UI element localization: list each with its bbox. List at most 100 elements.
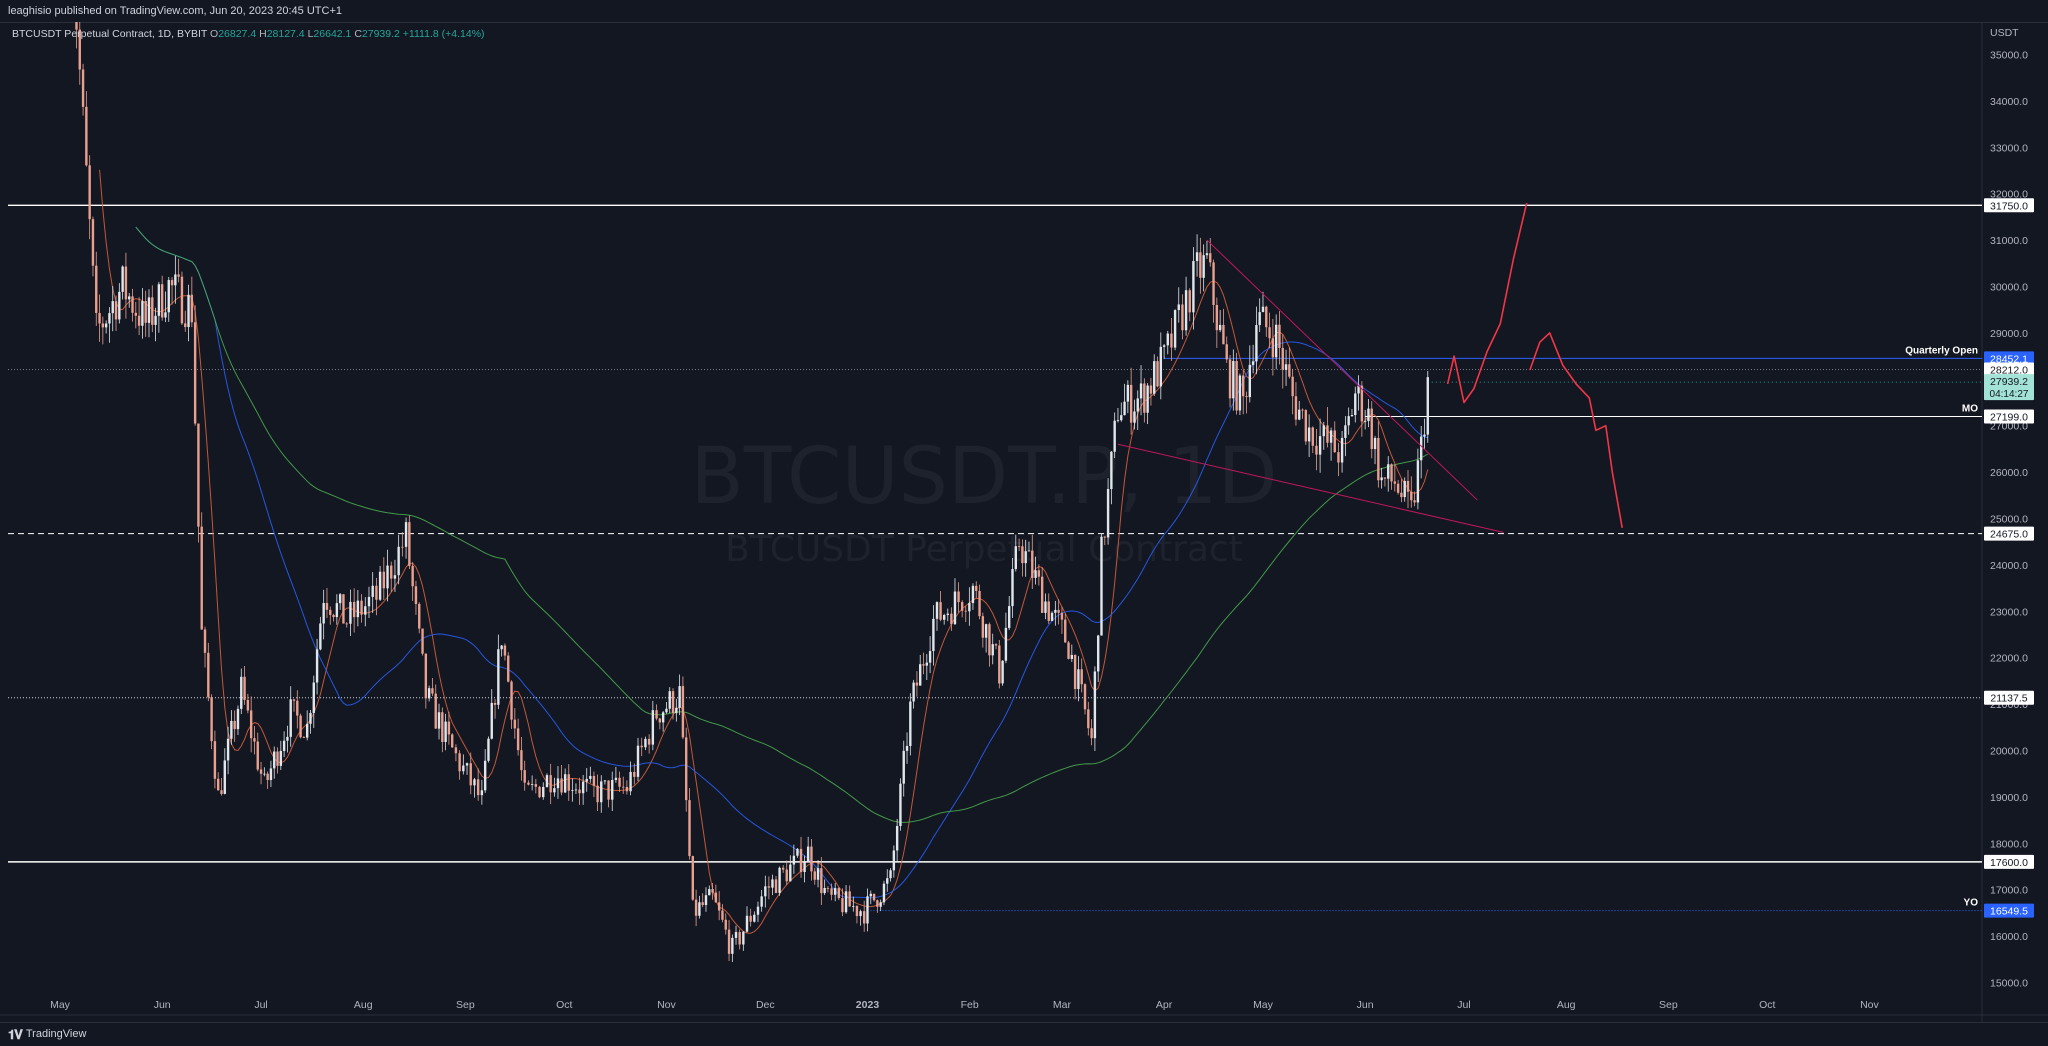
- candle-body: [364, 606, 367, 615]
- x-tick-label: Apr: [1156, 999, 1173, 1011]
- candle-body: [542, 786, 545, 798]
- candle-body: [886, 878, 889, 884]
- candle-body: [487, 738, 490, 761]
- candle-body: [1347, 416, 1350, 426]
- candle-body: [899, 783, 902, 826]
- candle-body: [1034, 570, 1037, 578]
- y-tick-label: 31000.0: [1990, 235, 2028, 247]
- x-tick-label: Feb: [961, 999, 979, 1011]
- candle-body: [767, 886, 771, 888]
- wedge-upper-line[interactable]: [1206, 239, 1478, 501]
- candle-body: [1274, 324, 1278, 358]
- candle-body: [1232, 360, 1235, 399]
- y-tick-label: 17000.0: [1990, 885, 2028, 897]
- candle-body: [932, 618, 935, 652]
- candle-body: [444, 721, 447, 742]
- chart-area[interactable]: BTCUSDT.P, 1D BTCUSDT Perpetual Contract…: [0, 22, 2048, 1022]
- candle-body: [1301, 409, 1304, 411]
- candle-body: [141, 301, 144, 326]
- candle-body: [203, 629, 207, 653]
- candle-body: [714, 892, 718, 903]
- candle-body: [1037, 570, 1041, 577]
- candle-body: [246, 699, 250, 711]
- tradingview-logo[interactable]: 𝟏𝐕 TradingView: [8, 1023, 86, 1046]
- candle-body: [404, 522, 408, 547]
- candle-body: [1350, 415, 1354, 417]
- candle-body: [734, 932, 738, 938]
- candle-body: [75, 22, 78, 30]
- candle-body: [131, 296, 134, 313]
- candle-body: [574, 789, 578, 791]
- candle-body: [852, 905, 855, 907]
- candle-body: [596, 785, 599, 803]
- candle-body: [114, 301, 118, 320]
- price-chart[interactable]: 15000.0 16000.0 17000.0 18000.0 19000.0 20000…: [0, 22, 2048, 1022]
- candle-body: [694, 899, 698, 916]
- candle-body: [549, 775, 552, 793]
- candle-body: [778, 867, 781, 893]
- candle-body: [1120, 415, 1123, 421]
- y-tick-label: 25000.0: [1990, 514, 2028, 526]
- candle-body: [1159, 346, 1163, 387]
- candle-body: [1181, 304, 1184, 331]
- candle-body: [493, 702, 497, 705]
- candle-body: [745, 915, 749, 932]
- candle-body: [1271, 338, 1275, 358]
- candle-body: [1344, 425, 1347, 438]
- candle-body: [964, 610, 967, 612]
- candle-body: [1318, 436, 1322, 455]
- projection-path-bullish[interactable]: [1446, 202, 1528, 404]
- candle-body: [1387, 464, 1390, 479]
- candle-body: [1281, 347, 1284, 370]
- projection-path-bearish[interactable]: [1529, 332, 1623, 528]
- legend-change: +1111.8 (+4.14%): [402, 28, 485, 40]
- candle-body: [1166, 333, 1169, 346]
- candle-body: [1400, 492, 1403, 498]
- candle-body: [157, 284, 161, 316]
- candle-body: [1298, 409, 1301, 420]
- x-tick-label: Jun: [1357, 999, 1374, 1011]
- candle-body: [187, 294, 190, 328]
- candle-body: [1390, 464, 1393, 482]
- candle-body: [749, 915, 752, 922]
- candle-body: [785, 869, 788, 882]
- candle-body: [249, 710, 253, 739]
- candle-body: [658, 718, 662, 723]
- footer-bar: 𝟏𝐕 TradingView: [0, 1022, 2048, 1046]
- candle-body: [312, 682, 315, 713]
- candle-body: [276, 751, 279, 766]
- candle-body: [1248, 364, 1252, 398]
- candle-body: [266, 773, 269, 781]
- candle-body: [753, 914, 756, 922]
- candle-body: [230, 720, 233, 739]
- candle-body: [1001, 660, 1004, 684]
- candle-body: [513, 719, 517, 729]
- candle-body: [581, 781, 585, 794]
- candle-body: [820, 868, 823, 894]
- candle-body: [655, 710, 658, 719]
- ma-fast-line: [99, 169, 1429, 934]
- price-label-badge: [1984, 198, 2034, 213]
- x-tick-label: Aug: [354, 999, 373, 1011]
- candle-body: [236, 708, 240, 730]
- candle-body: [1202, 255, 1205, 278]
- candle-body: [756, 906, 760, 915]
- candle-body: [1396, 483, 1400, 493]
- candle-body: [1156, 361, 1159, 387]
- candle-body: [273, 751, 276, 769]
- candle-body: [507, 655, 510, 682]
- candle-body: [1423, 434, 1426, 437]
- candle-body: [1215, 304, 1219, 331]
- candle-body: [441, 712, 444, 742]
- price-label-value: 21137.5: [1990, 693, 2027, 705]
- candle-body: [724, 919, 727, 930]
- wedge-lower-line[interactable]: [1117, 443, 1504, 533]
- candle-body: [315, 649, 319, 683]
- candle-body: [411, 565, 414, 587]
- y-tick-label: 32000.0: [1990, 189, 2028, 201]
- candle-body: [418, 603, 421, 629]
- candle-body: [1261, 306, 1265, 313]
- candle-body: [144, 301, 147, 323]
- legend-open: 26827.4: [218, 28, 257, 40]
- candle-body: [378, 571, 382, 600]
